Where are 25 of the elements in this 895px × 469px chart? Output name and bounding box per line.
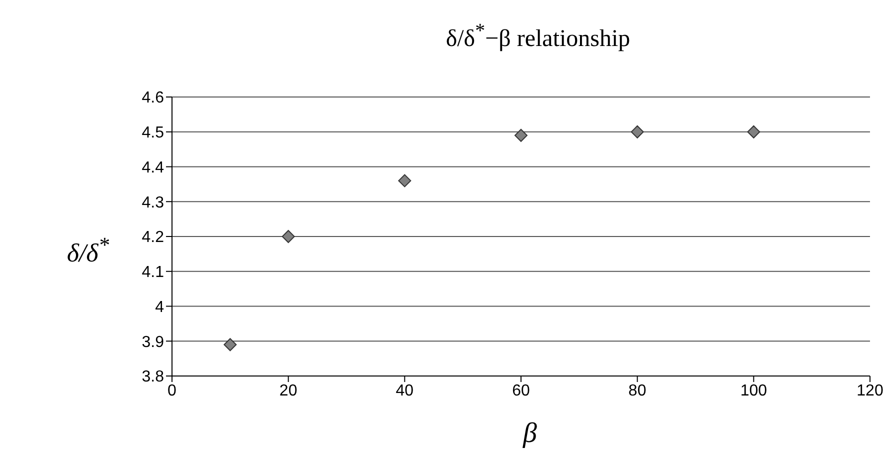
y-tick-label: 4.3: [142, 194, 164, 212]
x-tick-label: 40: [396, 382, 414, 400]
x-tick-label: 120: [856, 382, 884, 400]
y-tick-label: 4.4: [142, 159, 164, 176]
y-axis-title: δ/δ$^{*}$: [66, 233, 110, 269]
point: [224, 338, 237, 352]
point: [747, 125, 760, 138]
y-tick-label: 3.9: [142, 334, 164, 351]
y-tick-label: 4.2: [142, 229, 164, 246]
y-tick-label: 4: [155, 298, 164, 316]
point: [398, 174, 412, 188]
x-tick-label: 100: [740, 382, 768, 400]
x-tick-label: 60: [512, 382, 530, 400]
y-tick-label: 4.5: [142, 124, 164, 142]
y-tick-label: 4.1: [142, 264, 164, 282]
x-tick-label: 0: [168, 382, 177, 400]
y-tick-label: 4.6: [142, 90, 164, 107]
point: [514, 128, 528, 142]
point: [630, 125, 644, 138]
x-axis-title: β: [522, 418, 538, 450]
y-tick-label: 3.8: [142, 368, 164, 386]
x-tick-label: 20: [279, 382, 298, 400]
chart-title: δ/δ$^{*}$−β relationship: [444, 20, 632, 53]
x-tick-label: 80: [628, 382, 646, 400]
point: [282, 230, 295, 243]
